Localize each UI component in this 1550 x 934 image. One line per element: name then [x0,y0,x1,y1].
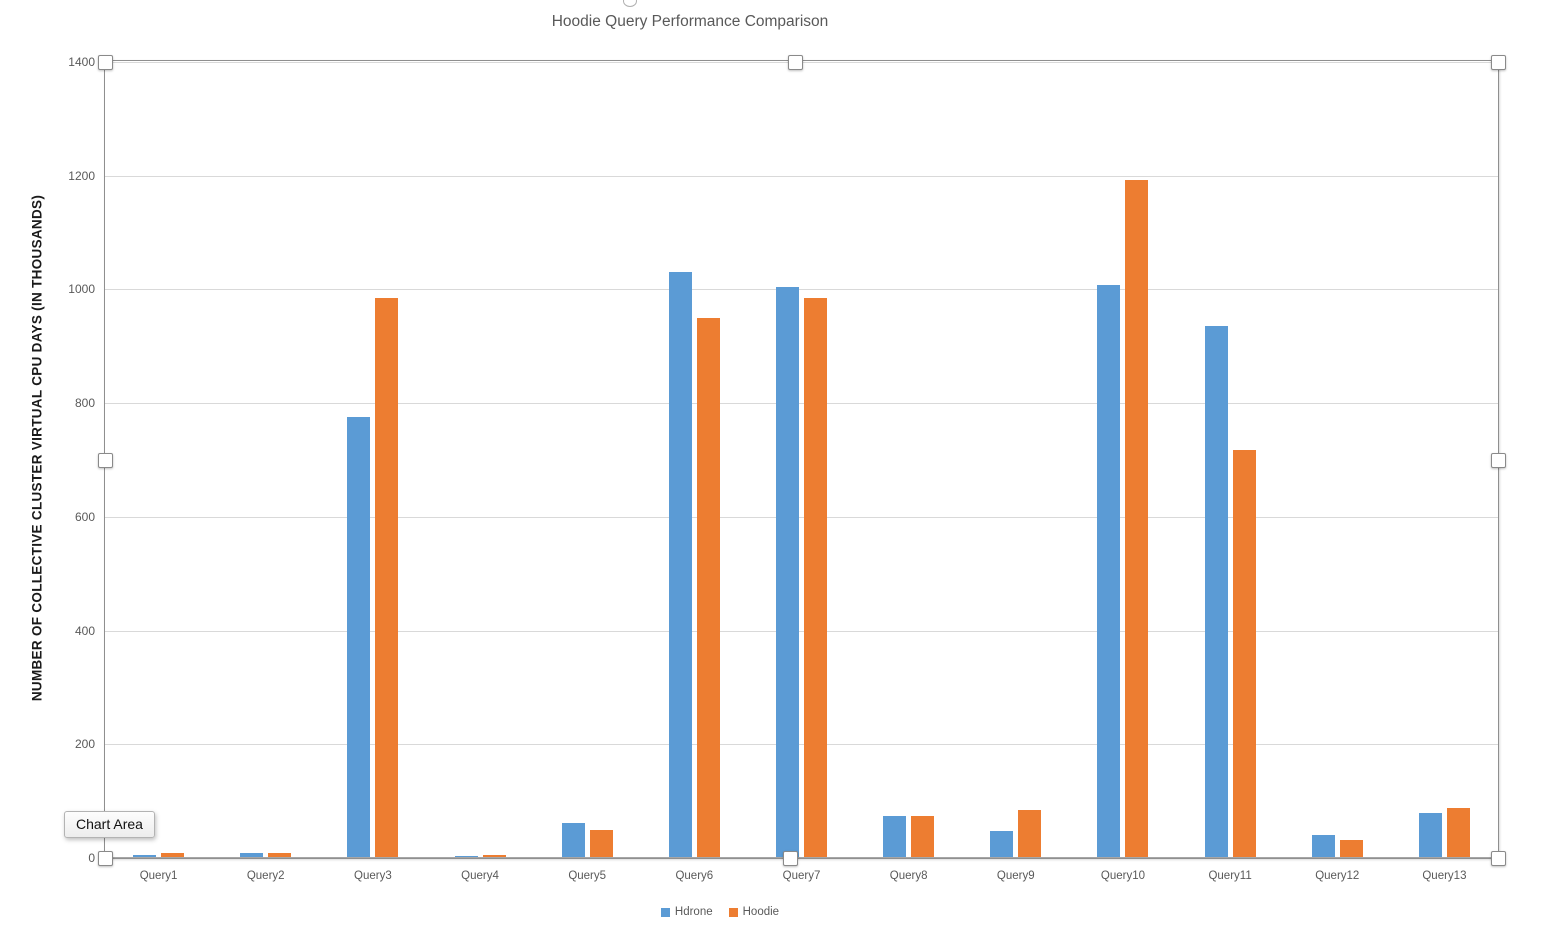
gridline-1000 [105,289,1498,291]
bar-hoodie-query10[interactable] [1125,180,1148,858]
gridline-1200 [105,175,1498,177]
gridline-200 [105,744,1498,746]
bar-hoodie-query11[interactable] [1233,449,1256,858]
x-tick-label-query12: Query12 [1315,870,1360,882]
gridline-400 [105,630,1498,632]
gridline-800 [105,403,1498,405]
legend-item-hdrone[interactable]: Hdrone [660,906,713,918]
selection-handle-bottom-left[interactable] [97,850,113,866]
y-tick-label-1000: 1000 [68,282,95,297]
bar-hdrone-query6[interactable] [669,272,692,858]
rotation-handle-partial[interactable] [623,0,637,7]
bar-hoodie-query6[interactable] [697,317,720,858]
bar-hdrone-query7[interactable] [776,286,799,858]
bar-hoodie-query9[interactable] [1018,809,1041,858]
bar-hdrone-query2[interactable] [240,853,263,858]
x-axis-line [105,857,1498,859]
x-tick-label-query10: Query10 [1100,870,1145,882]
bar-hdrone-query5[interactable] [562,822,585,858]
chart-title: Hoodie Query Performance Comparison [551,13,829,30]
x-tick-label-query3: Query3 [354,870,392,882]
bar-hoodie-query5[interactable] [590,829,613,858]
x-tick-label-query8: Query8 [889,870,928,882]
bar-hdrone-query4[interactable] [455,855,478,858]
bar-hoodie-query8[interactable] [911,816,934,858]
legend-marker-hdrone [660,907,670,917]
selection-handle-bottom-center[interactable] [782,850,798,866]
x-tick-label-query2: Query2 [246,870,285,882]
selection-handle-middle-left[interactable] [97,452,113,468]
y-tick-label-800: 800 [74,396,95,411]
selection-handle-middle-right[interactable] [1490,452,1506,468]
selection-handle-bottom-right[interactable] [1490,850,1506,866]
x-tick-label-query11: Query11 [1208,870,1252,882]
bar-hoodie-query2[interactable] [268,853,291,858]
y-tick-label-400: 400 [74,623,95,638]
legend-label-hdrone: Hdrone [674,906,713,918]
x-tick-label-query5: Query5 [568,870,607,882]
legend-label-hoodie: Hoodie [742,906,780,918]
x-tick-label-query6: Query6 [675,870,714,882]
bar-hdrone-query10[interactable] [1097,284,1120,858]
x-tick-label-query1: Query1 [139,870,178,882]
y-tick-label-200: 200 [74,737,95,752]
gridline-600 [105,516,1498,518]
x-tick-label-query7: Query7 [782,870,821,882]
y-tick-label-1400: 1400 [68,55,95,69]
bar-hoodie-query12[interactable] [1340,839,1363,858]
bar-hdrone-query13[interactable] [1419,812,1442,858]
y-tick-label-1200: 1200 [68,168,95,183]
legend-item-hoodie[interactable]: Hoodie [728,906,780,918]
bar-hoodie-query4[interactable] [483,855,506,858]
bar-hdrone-query3[interactable] [347,417,370,858]
bar-hdrone-query1[interactable] [133,855,156,858]
bar-hoodie-query1[interactable] [161,853,184,858]
plot-area[interactable] [105,62,1498,859]
bar-hoodie-query13[interactable] [1447,807,1470,858]
bar-hdrone-query11[interactable] [1205,326,1228,858]
chart-area-tooltip: Chart Area [64,811,155,838]
x-tick-label-query13: Query13 [1422,870,1467,882]
bar-hdrone-query9[interactable] [990,830,1013,858]
bar-hdrone-query12[interactable] [1312,835,1335,858]
x-tick-label-query9: Query9 [996,870,1035,882]
legend[interactable]: Hdrone Hoodie [0,906,1440,918]
selection-handle-top-right[interactable] [1490,54,1506,70]
bar-hdrone-query8[interactable] [883,816,906,858]
bar-hoodie-query3[interactable] [375,297,398,858]
y-tick-label-0: 0 [88,851,95,865]
x-tick-label-query4: Query4 [461,870,499,882]
bar-hoodie-query7[interactable] [804,297,827,858]
y-tick-label-600: 600 [74,509,95,524]
selection-handle-top-left[interactable] [97,54,113,70]
legend-marker-hoodie [728,907,738,917]
selection-handle-top-center[interactable] [787,54,803,70]
y-axis-title: NUMBER OF COLLECTIVE CLUSTER VIRTUAL CPU… [29,194,45,702]
